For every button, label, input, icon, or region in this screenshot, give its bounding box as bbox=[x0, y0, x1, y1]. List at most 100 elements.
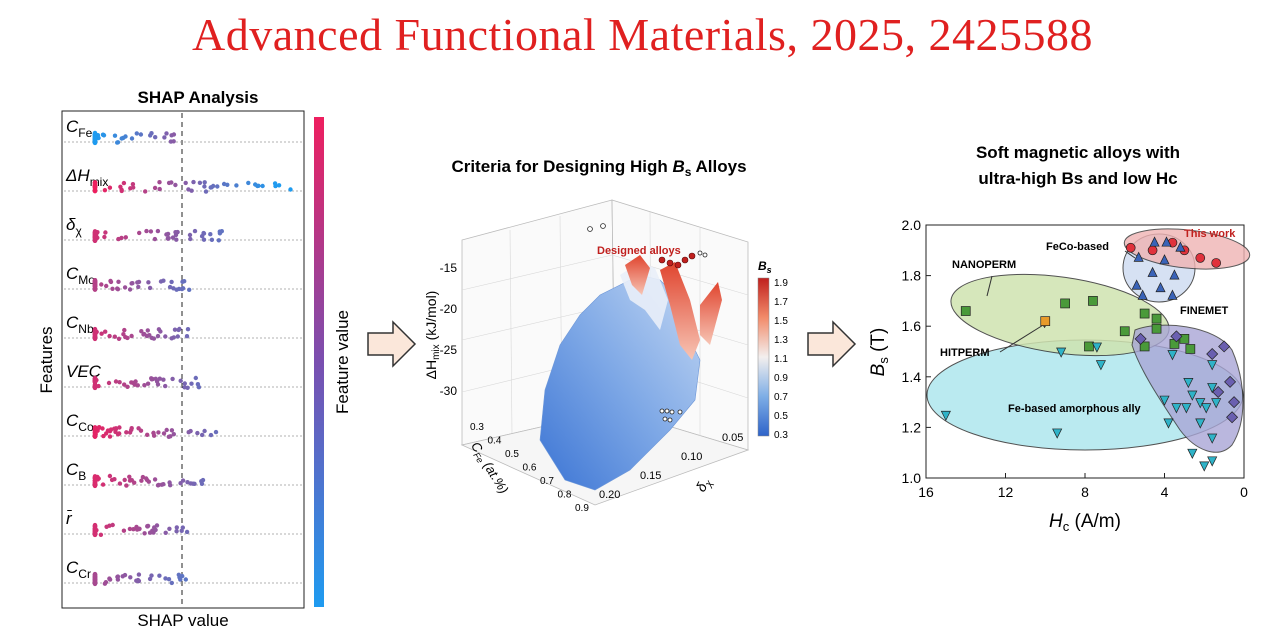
x-tick-label: 8 bbox=[1081, 484, 1089, 500]
shap-feature-label: r̄ bbox=[66, 509, 73, 528]
shap-dot bbox=[110, 286, 115, 291]
shap-dot bbox=[92, 430, 98, 435]
shap-dot bbox=[115, 432, 121, 437]
point-finemet bbox=[1218, 340, 1231, 353]
shap-dot bbox=[155, 228, 161, 234]
bs-colorbar-tick: 0.9 bbox=[774, 373, 788, 384]
mid-ylabel: δχ bbox=[692, 475, 715, 496]
shap-dot bbox=[211, 183, 216, 189]
shap-dot bbox=[92, 283, 98, 288]
shap-dot bbox=[96, 425, 102, 430]
shap-dot bbox=[92, 137, 98, 142]
point-finemet bbox=[1206, 348, 1219, 361]
point-fe-based-amorphous-ally bbox=[1095, 360, 1106, 371]
shap-dot bbox=[92, 425, 98, 430]
x-tick-label: 16 bbox=[918, 484, 934, 500]
shap-dot bbox=[169, 580, 174, 586]
shap-dot bbox=[201, 237, 207, 242]
shap-dot bbox=[142, 531, 147, 536]
shap-dot bbox=[92, 333, 98, 338]
shap-dot bbox=[122, 285, 128, 290]
shap-dot bbox=[174, 529, 179, 534]
criteria-3d-panel: 1.9 1.7 1.5 1.3 1.1 0.9 0.7 0.5 0.3 -15 -20 -25 -30… bbox=[440, 199, 788, 514]
shap-dot bbox=[167, 526, 172, 531]
shap-feature-label: ΔHmix bbox=[65, 166, 108, 189]
shap-dot bbox=[92, 379, 98, 384]
shap-dot bbox=[99, 282, 104, 287]
point-feco-based bbox=[1155, 281, 1166, 293]
point-fe-based-amorphous-ally bbox=[1163, 418, 1174, 429]
shap-dot bbox=[192, 481, 197, 486]
shap-dot bbox=[185, 480, 190, 485]
shap-dot bbox=[182, 381, 187, 386]
shap-dot bbox=[149, 530, 154, 535]
shap-dot bbox=[170, 376, 175, 382]
shap-dot bbox=[115, 140, 121, 145]
shap-dot bbox=[128, 575, 133, 580]
shap-dot bbox=[106, 380, 112, 386]
shap-dot bbox=[137, 230, 142, 236]
x-tick: 0.4 bbox=[488, 436, 502, 447]
point-feco-based bbox=[1161, 236, 1172, 247]
shap-dot bbox=[152, 477, 158, 482]
shap-dot bbox=[131, 527, 136, 532]
shap-dot bbox=[137, 526, 142, 531]
shap-dot bbox=[187, 232, 193, 238]
point-feco-based bbox=[1137, 289, 1148, 300]
shap-dot bbox=[203, 189, 209, 194]
shap-feature-label: CCo bbox=[66, 411, 94, 434]
shap-dot bbox=[186, 187, 191, 192]
shap-dot bbox=[100, 426, 105, 431]
shap-dot bbox=[157, 573, 162, 578]
point-finemet bbox=[1134, 332, 1147, 345]
shap-dot bbox=[119, 187, 124, 192]
label-hitperm: HITPERM bbox=[940, 347, 990, 359]
shap-panel: CFe ΔHmix δχ CMo CNb VEC CCo CB r̄ CCr bbox=[61, 110, 324, 609]
shap-dot bbox=[174, 237, 179, 242]
surface-red-2 bbox=[625, 255, 650, 295]
mid-title: Criteria for Designing High Bs Alloys bbox=[451, 157, 746, 179]
shap-dot bbox=[195, 430, 200, 436]
shap-feature-label: CMo bbox=[66, 264, 95, 287]
arrow-mid-to-right bbox=[807, 320, 857, 368]
shap-dot bbox=[199, 479, 204, 484]
shap-dot bbox=[108, 427, 114, 432]
shap-dot bbox=[92, 278, 98, 283]
shap-dot bbox=[117, 481, 123, 486]
point-nanoperm bbox=[960, 306, 971, 316]
shap-dot bbox=[167, 480, 172, 485]
shap-dot bbox=[161, 377, 166, 382]
point-this-work bbox=[1211, 258, 1222, 268]
point-finemet bbox=[1212, 385, 1225, 398]
shap-dot bbox=[112, 133, 118, 138]
shap-dot bbox=[99, 331, 104, 336]
shap-colorbar-label: Feature value bbox=[333, 310, 352, 414]
shap-dot bbox=[178, 378, 183, 383]
point-fe-based-amorphous-ally bbox=[1091, 342, 1102, 353]
shap-dot bbox=[172, 327, 178, 332]
shap-dot bbox=[221, 181, 227, 187]
shap-dot bbox=[96, 383, 101, 389]
shap-dot bbox=[133, 379, 138, 384]
shap-dot bbox=[131, 185, 136, 190]
y-tick-label: 2.0 bbox=[902, 217, 922, 233]
shap-dot bbox=[127, 430, 133, 435]
shap-dot bbox=[129, 136, 135, 141]
bs-colorbar-tick: 1.9 bbox=[774, 278, 788, 289]
right-title-2: ultra-high Bs and low Hc bbox=[978, 169, 1177, 188]
shap-dot bbox=[145, 523, 151, 529]
shap-dot bbox=[92, 434, 98, 439]
point-fe-based-amorphous-ally bbox=[1187, 448, 1198, 459]
shap-dot bbox=[166, 577, 172, 582]
shap-dot bbox=[171, 432, 176, 437]
point-hitperm bbox=[1040, 316, 1051, 326]
shap-dot bbox=[196, 385, 202, 390]
x-tick: 0.9 bbox=[575, 503, 589, 514]
shap-dot bbox=[209, 237, 215, 242]
shap-dot bbox=[100, 482, 106, 487]
point-feco-based bbox=[1133, 251, 1144, 262]
shap-dot bbox=[136, 572, 142, 577]
shap-dot bbox=[169, 336, 174, 341]
shap-dot bbox=[121, 180, 127, 186]
point-finemet bbox=[1228, 396, 1241, 409]
